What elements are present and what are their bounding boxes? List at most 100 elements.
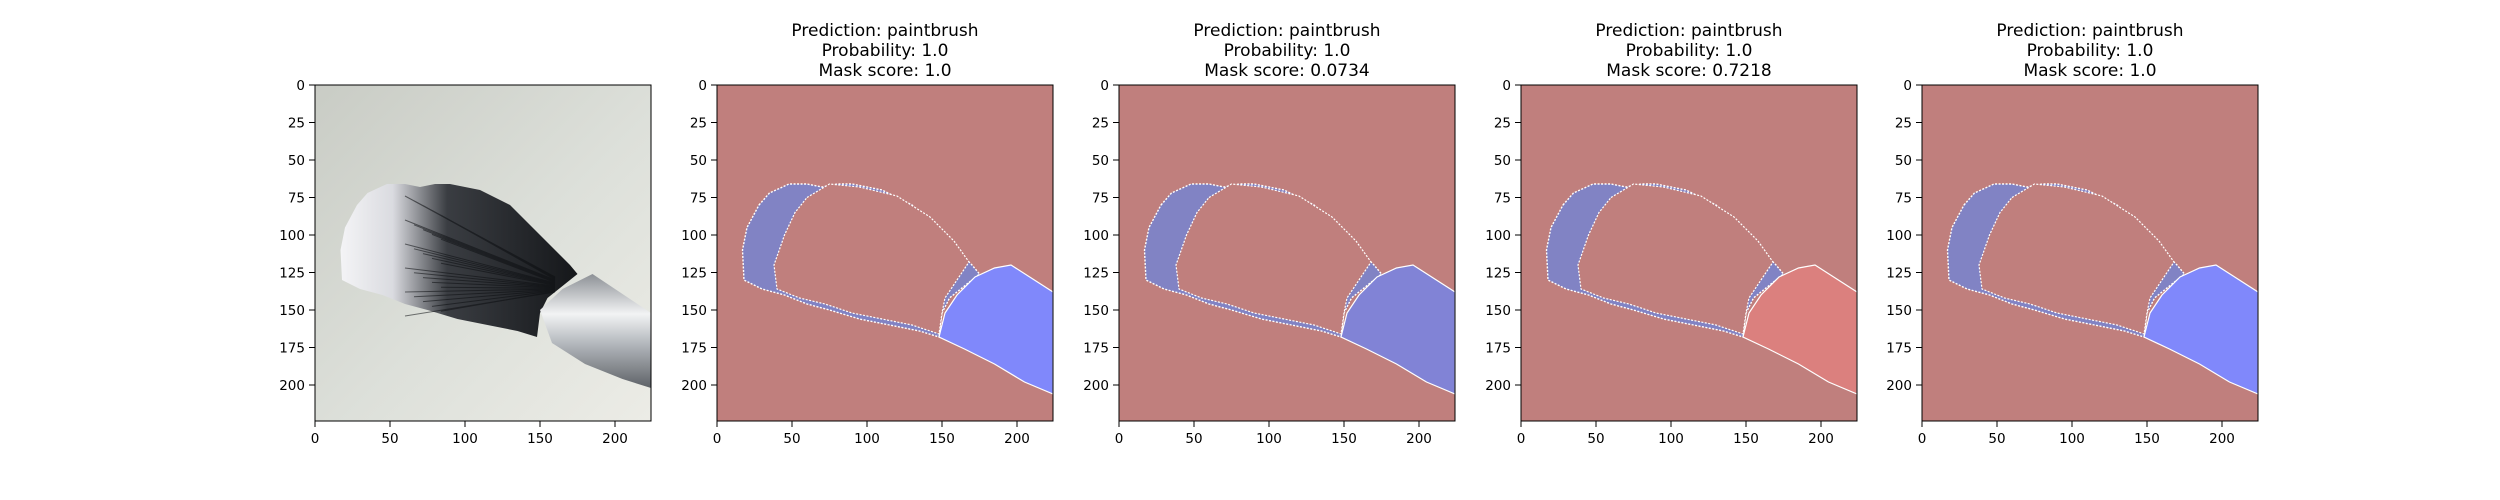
x-tick-label: 200 [602, 431, 628, 447]
y-tick-label: 50 [1895, 153, 1912, 169]
x-tick-label: 100 [452, 431, 478, 447]
panel-title-line: Mask score: 1.0 [818, 61, 951, 81]
x-tick-label: 200 [1808, 431, 1834, 447]
x-tick-label: 150 [929, 431, 955, 447]
panel-title-line: Mask score: 0.7218 [1606, 61, 1771, 81]
y-tick-label: 25 [1494, 116, 1511, 132]
y-tick-label: 100 [1485, 228, 1511, 244]
x-tick-label: 50 [1988, 431, 2005, 447]
y-tick-label: 175 [1083, 341, 1109, 357]
y-tick-label: 175 [1485, 341, 1511, 357]
ferrule-mask [1340, 264, 1455, 395]
axes-frame [1921, 84, 2259, 422]
y-tick-label: 0 [1502, 78, 1511, 94]
y-tick-label: 75 [288, 191, 305, 207]
x-tick-label: 200 [2209, 431, 2235, 447]
y-tick-label: 125 [1886, 266, 1912, 282]
panel-image [1922, 85, 2258, 421]
axes-frame [1118, 84, 1456, 422]
brush-bristles [340, 184, 578, 337]
y-tick-label: 75 [690, 191, 707, 207]
x-tick-label: 200 [1406, 431, 1432, 447]
x-tick-label: 100 [2059, 431, 2085, 447]
y-tick-label: 50 [1494, 153, 1511, 169]
panel-1: 0 50 100 150 200 0 25 50 75 100 125 150 175 200 [279, 78, 652, 447]
y-tick-label: 50 [690, 153, 707, 169]
inner-region [1978, 183, 2175, 335]
x-tick-label: 100 [1658, 431, 1684, 447]
y-tick-label: 150 [1886, 303, 1912, 319]
x-tick-label: 150 [527, 431, 553, 447]
panel-title-line: Mask score: 1.0 [2023, 61, 2156, 81]
y-tick-label: 75 [1895, 191, 1912, 207]
panel-title-line: Prediction: paintbrush [1595, 21, 1782, 41]
y-tick-label: 175 [279, 341, 305, 357]
x-tick-label: 150 [1733, 431, 1759, 447]
panel-title-line: Probability: 1.0 [1224, 41, 1351, 61]
y-tick-label: 200 [279, 378, 305, 394]
panel-2: 0 50 100 150 200 0 25 50 75 100 125 150 175 200 Predic… [681, 21, 1054, 447]
x-tick-label: 50 [1185, 431, 1202, 447]
axes-frame [716, 84, 1054, 422]
x-tick-label: 50 [1587, 431, 1604, 447]
panel-5: 0 50 100 150 200 0 25 50 75 100 125 150 175 200 Predic… [1886, 21, 2259, 447]
y-tick-label: 125 [1083, 266, 1109, 282]
y-tick-label: 125 [1485, 266, 1511, 282]
y-tick-label: 100 [1886, 228, 1912, 244]
x-tick-label: 0 [1517, 431, 1526, 447]
panel-title-line: Prediction: paintbrush [1996, 21, 2183, 41]
x-tick-label: 0 [1918, 431, 1927, 447]
ferrule-mask [1742, 264, 1857, 395]
y-tick-label: 25 [1092, 116, 1109, 132]
panel-title-line: Prediction: paintbrush [791, 21, 978, 41]
x-tick-label: 100 [854, 431, 880, 447]
y-tick-label: 150 [279, 303, 305, 319]
panel-image [1521, 85, 1857, 421]
x-tick-label: 0 [311, 431, 320, 447]
y-tick-label: 50 [1092, 153, 1109, 169]
panel-image [1119, 85, 1455, 421]
panel-title-line: Probability: 1.0 [822, 41, 949, 61]
y-tick-label: 25 [690, 116, 707, 132]
bristle-strands [404, 195, 556, 317]
y-tick-label: 0 [296, 78, 305, 94]
inner-region [773, 183, 970, 335]
x-tick-label: 150 [1331, 431, 1357, 447]
axes-frame [1520, 84, 1858, 422]
y-tick-label: 125 [681, 266, 707, 282]
axes-frame [314, 84, 652, 422]
panel-title-line: Probability: 1.0 [1626, 41, 1753, 61]
ferrule-mask [938, 264, 1053, 395]
panel-4: 0 50 100 150 200 0 25 50 75 100 125 150 175 200 Predic… [1485, 21, 1858, 447]
y-tick-label: 175 [681, 341, 707, 357]
y-tick-label: 25 [1895, 116, 1912, 132]
panel-3: 0 50 100 150 200 0 25 50 75 100 125 150 175 200 Predic… [1083, 21, 1456, 447]
y-tick-label: 150 [1485, 303, 1511, 319]
x-tick-label: 150 [2134, 431, 2160, 447]
x-tick-label: 50 [381, 431, 398, 447]
y-tick-label: 200 [681, 378, 707, 394]
inner-region [1175, 183, 1372, 335]
y-tick-label: 150 [681, 303, 707, 319]
y-tick-label: 100 [681, 228, 707, 244]
inner-region [1577, 183, 1774, 335]
y-tick-label: 200 [1485, 378, 1511, 394]
x-tick-label: 200 [1004, 431, 1030, 447]
y-tick-label: 0 [1903, 78, 1912, 94]
x-tick-label: 0 [713, 431, 722, 447]
panel-title-line: Probability: 1.0 [2027, 41, 2154, 61]
panel-title-line: Prediction: paintbrush [1193, 21, 1380, 41]
y-tick-label: 100 [1083, 228, 1109, 244]
y-tick-label: 125 [279, 266, 305, 282]
y-tick-label: 50 [288, 153, 305, 169]
y-tick-label: 200 [1886, 378, 1912, 394]
y-tick-label: 25 [288, 116, 305, 132]
y-tick-label: 75 [1092, 191, 1109, 207]
panel-image [717, 85, 1053, 421]
y-tick-label: 100 [279, 228, 305, 244]
y-tick-label: 200 [1083, 378, 1109, 394]
y-tick-label: 150 [1083, 303, 1109, 319]
brush-ferrule [540, 274, 651, 388]
y-tick-label: 75 [1494, 191, 1511, 207]
